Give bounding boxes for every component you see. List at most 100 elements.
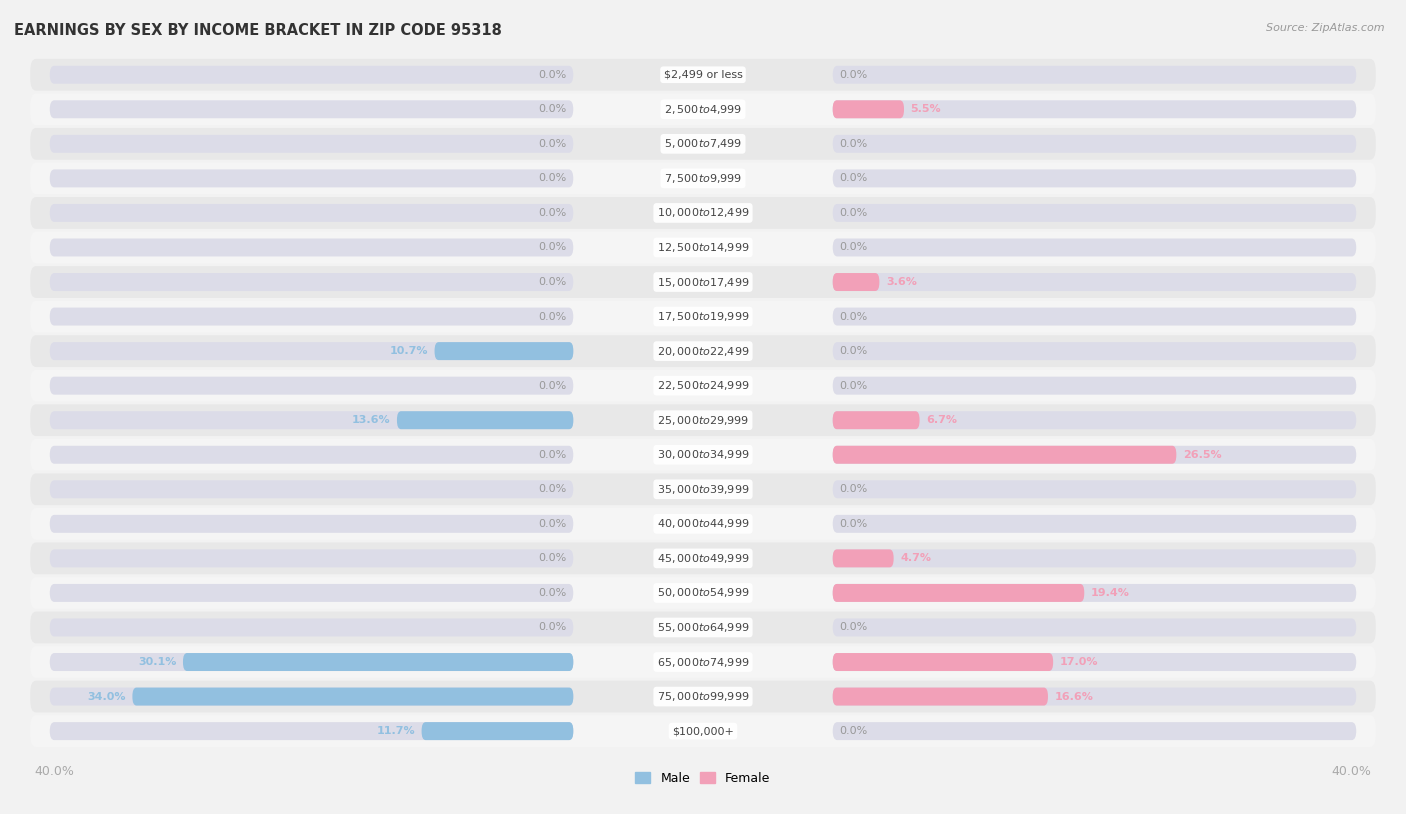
Text: $65,000 to $74,999: $65,000 to $74,999 [657, 655, 749, 668]
FancyBboxPatch shape [49, 342, 574, 360]
FancyBboxPatch shape [31, 128, 1375, 160]
Text: $2,499 or less: $2,499 or less [664, 70, 742, 80]
Text: $17,500 to $19,999: $17,500 to $19,999 [657, 310, 749, 323]
FancyBboxPatch shape [31, 232, 1375, 264]
Text: 5.5%: 5.5% [911, 104, 941, 114]
FancyBboxPatch shape [31, 439, 1375, 470]
FancyBboxPatch shape [31, 577, 1375, 609]
Text: EARNINGS BY SEX BY INCOME BRACKET IN ZIP CODE 95318: EARNINGS BY SEX BY INCOME BRACKET IN ZIP… [14, 23, 502, 38]
Text: $55,000 to $64,999: $55,000 to $64,999 [657, 621, 749, 634]
FancyBboxPatch shape [49, 100, 574, 118]
FancyBboxPatch shape [832, 549, 1357, 567]
FancyBboxPatch shape [49, 515, 574, 533]
Text: 0.0%: 0.0% [538, 381, 567, 391]
FancyBboxPatch shape [49, 446, 574, 464]
FancyBboxPatch shape [832, 688, 1357, 706]
FancyBboxPatch shape [49, 411, 574, 429]
FancyBboxPatch shape [832, 308, 1357, 326]
FancyBboxPatch shape [832, 653, 1053, 671]
Text: 30.1%: 30.1% [138, 657, 177, 667]
Text: 6.7%: 6.7% [927, 415, 957, 425]
Text: 0.0%: 0.0% [538, 554, 567, 563]
Text: 4.7%: 4.7% [900, 554, 931, 563]
Text: $12,500 to $14,999: $12,500 to $14,999 [657, 241, 749, 254]
Text: 0.0%: 0.0% [538, 588, 567, 598]
Text: $10,000 to $12,499: $10,000 to $12,499 [657, 207, 749, 220]
FancyBboxPatch shape [31, 197, 1375, 229]
FancyBboxPatch shape [49, 584, 574, 602]
FancyBboxPatch shape [31, 300, 1375, 332]
FancyBboxPatch shape [132, 688, 574, 706]
FancyBboxPatch shape [31, 508, 1375, 540]
FancyBboxPatch shape [832, 584, 1357, 602]
Text: 0.0%: 0.0% [538, 519, 567, 529]
FancyBboxPatch shape [832, 204, 1357, 222]
Text: 0.0%: 0.0% [839, 346, 868, 356]
Text: $20,000 to $22,499: $20,000 to $22,499 [657, 344, 749, 357]
FancyBboxPatch shape [49, 688, 574, 706]
Text: 0.0%: 0.0% [839, 243, 868, 252]
FancyBboxPatch shape [31, 474, 1375, 505]
FancyBboxPatch shape [31, 681, 1375, 712]
Text: $22,500 to $24,999: $22,500 to $24,999 [657, 379, 749, 392]
FancyBboxPatch shape [31, 646, 1375, 678]
FancyBboxPatch shape [832, 722, 1357, 740]
Text: Source: ZipAtlas.com: Source: ZipAtlas.com [1267, 23, 1385, 33]
FancyBboxPatch shape [49, 273, 574, 291]
Text: $45,000 to $49,999: $45,000 to $49,999 [657, 552, 749, 565]
FancyBboxPatch shape [49, 377, 574, 395]
Text: $2,500 to $4,999: $2,500 to $4,999 [664, 103, 742, 116]
FancyBboxPatch shape [31, 716, 1375, 747]
FancyBboxPatch shape [832, 239, 1357, 256]
FancyBboxPatch shape [31, 94, 1375, 125]
Legend: Male, Female: Male, Female [630, 767, 776, 790]
FancyBboxPatch shape [49, 204, 574, 222]
FancyBboxPatch shape [832, 342, 1357, 360]
Text: 0.0%: 0.0% [839, 623, 868, 632]
FancyBboxPatch shape [832, 377, 1357, 395]
FancyBboxPatch shape [832, 619, 1357, 637]
Text: 19.4%: 19.4% [1091, 588, 1129, 598]
Text: 0.0%: 0.0% [538, 243, 567, 252]
Text: 0.0%: 0.0% [839, 519, 868, 529]
Text: $100,000+: $100,000+ [672, 726, 734, 736]
FancyBboxPatch shape [832, 100, 904, 118]
FancyBboxPatch shape [49, 169, 574, 187]
FancyBboxPatch shape [832, 135, 1357, 153]
FancyBboxPatch shape [49, 722, 574, 740]
Text: 26.5%: 26.5% [1182, 450, 1222, 460]
FancyBboxPatch shape [832, 446, 1357, 464]
Text: $40,000 to $44,999: $40,000 to $44,999 [657, 518, 749, 531]
FancyBboxPatch shape [31, 266, 1375, 298]
Text: 10.7%: 10.7% [389, 346, 427, 356]
FancyBboxPatch shape [49, 135, 574, 153]
FancyBboxPatch shape [434, 342, 574, 360]
Text: 3.6%: 3.6% [886, 277, 917, 287]
FancyBboxPatch shape [183, 653, 574, 671]
Text: 0.0%: 0.0% [839, 312, 868, 322]
FancyBboxPatch shape [832, 688, 1047, 706]
FancyBboxPatch shape [422, 722, 574, 740]
FancyBboxPatch shape [31, 611, 1375, 643]
Text: 0.0%: 0.0% [839, 381, 868, 391]
Text: 0.0%: 0.0% [538, 208, 567, 218]
FancyBboxPatch shape [832, 66, 1357, 84]
FancyBboxPatch shape [31, 370, 1375, 401]
FancyBboxPatch shape [49, 66, 574, 84]
FancyBboxPatch shape [832, 653, 1357, 671]
FancyBboxPatch shape [832, 446, 1177, 464]
FancyBboxPatch shape [832, 411, 1357, 429]
Text: $15,000 to $17,499: $15,000 to $17,499 [657, 275, 749, 288]
FancyBboxPatch shape [832, 480, 1357, 498]
Text: 0.0%: 0.0% [538, 277, 567, 287]
Text: 11.7%: 11.7% [377, 726, 415, 736]
FancyBboxPatch shape [49, 653, 574, 671]
Text: 0.0%: 0.0% [538, 139, 567, 149]
FancyBboxPatch shape [49, 480, 574, 498]
FancyBboxPatch shape [31, 59, 1375, 90]
Text: 0.0%: 0.0% [839, 173, 868, 183]
Text: $5,000 to $7,499: $5,000 to $7,499 [664, 138, 742, 151]
Text: 0.0%: 0.0% [839, 484, 868, 494]
Text: 13.6%: 13.6% [352, 415, 391, 425]
FancyBboxPatch shape [31, 335, 1375, 367]
